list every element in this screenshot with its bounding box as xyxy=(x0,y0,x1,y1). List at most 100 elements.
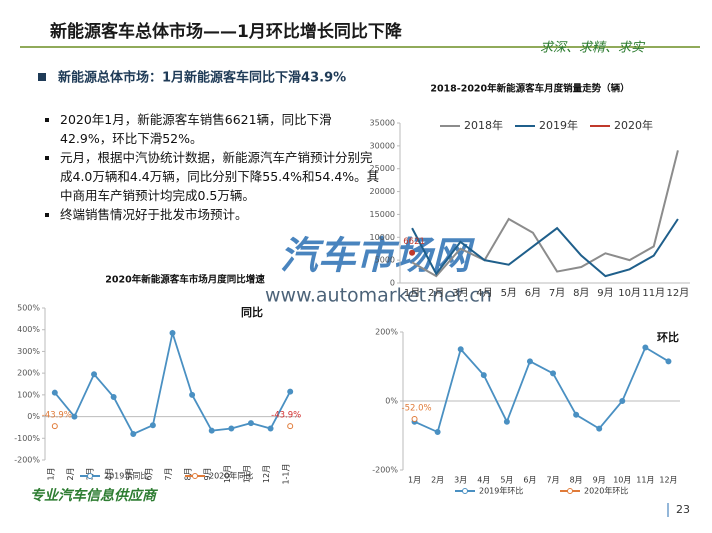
y-tick-label: 15000 xyxy=(370,210,395,219)
legend-marker xyxy=(192,473,198,479)
y-tick-label: -200% xyxy=(14,456,40,465)
value-label: -52.0% xyxy=(402,403,432,413)
series-line xyxy=(411,218,679,278)
y-tick-label: 200% xyxy=(17,369,40,378)
point xyxy=(51,389,58,396)
x-tick-label: 2月 xyxy=(66,467,75,480)
heading: 新能源总体市场：1月新能源客车同比下滑43.9% xyxy=(58,70,346,86)
value-label: -43.9% xyxy=(271,411,301,421)
point xyxy=(71,413,78,420)
x-tick-label: 11月 xyxy=(642,287,665,299)
legend-label: 2020年同比 xyxy=(209,471,253,481)
legend-marker xyxy=(87,473,93,479)
point xyxy=(208,427,215,434)
x-tick-label: 3月 xyxy=(454,476,467,485)
y-tick-label: 300% xyxy=(17,347,40,356)
bullet: 终端销售情况好于批发市场预计。 xyxy=(60,205,380,224)
x-tick-label: 10月 xyxy=(223,465,232,483)
chart-title: 2018-2020年新能源客车月度销量走势（辆） xyxy=(430,83,629,95)
series-line xyxy=(54,329,291,436)
x-tick-label: 2月 xyxy=(431,476,444,485)
x-tick-label: 2月 xyxy=(428,287,444,299)
x-tick-label: 7月 xyxy=(546,476,559,485)
point xyxy=(247,420,254,427)
value-label: -43.9% xyxy=(42,411,72,421)
x-tick-label: 10月 xyxy=(613,476,631,485)
point xyxy=(550,370,557,377)
y-tick-label: 35000 xyxy=(370,119,395,128)
series-line xyxy=(411,150,679,278)
y-tick-label: 0 xyxy=(390,279,395,288)
x-tick-label: 1月 xyxy=(404,287,420,299)
x-tick-label: 4月 xyxy=(477,476,490,485)
legend-label: 2019年环比 xyxy=(479,486,523,496)
legend-marker xyxy=(567,488,573,494)
x-tick-label: 12月 xyxy=(667,287,690,299)
y-tick-label: 0% xyxy=(27,412,40,421)
heading-bullet xyxy=(38,73,46,81)
x-tick-label: 12月 xyxy=(262,465,271,483)
x-tick-label: 8月 xyxy=(570,476,583,485)
point xyxy=(287,388,294,395)
y-tick-label: 400% xyxy=(17,325,40,334)
x-tick-label: 11月 xyxy=(242,465,251,483)
y-tick-label: 20000 xyxy=(370,187,395,196)
bullets: 2020年1月，新能源客车销售6621辆，同比下滑42.9%，环比下滑52%。元… xyxy=(42,110,380,224)
point xyxy=(573,411,580,418)
x-tick-label: 9月 xyxy=(203,467,212,480)
legend-label: 2020年环比 xyxy=(584,486,628,496)
chart-subtitle: 同比 xyxy=(241,305,263,319)
point xyxy=(287,423,294,430)
x-tick-label: 9月 xyxy=(593,476,606,485)
y-tick-label: 30000 xyxy=(370,141,395,150)
point xyxy=(110,394,117,401)
x-tick-label: 10月 xyxy=(618,287,641,299)
y-tick-label: 500% xyxy=(17,304,40,313)
point xyxy=(51,423,58,430)
x-tick-label: 5月 xyxy=(500,476,513,485)
page-number: 23 xyxy=(676,503,690,516)
point xyxy=(130,430,137,437)
point xyxy=(434,429,441,436)
y-tick-label: 200% xyxy=(375,328,398,337)
point xyxy=(526,358,533,365)
point xyxy=(596,425,603,432)
y-tick-label: 5000 xyxy=(375,256,395,265)
point xyxy=(503,418,510,425)
point xyxy=(642,344,649,351)
point xyxy=(189,391,196,398)
x-tick-label: 4月 xyxy=(105,467,114,480)
bullet: 元月，根据中汽协统计数据，新能源汽车产销预计分别完成4.0万辆和4.4万辆，同比… xyxy=(60,148,380,205)
legend-label: 2018年 xyxy=(464,118,503,132)
x-tick-label: 3月 xyxy=(452,287,468,299)
value-label: 6621 xyxy=(403,237,425,247)
x-tick-label: 9月 xyxy=(597,287,613,299)
motto: 求深、求精、求实 xyxy=(540,40,646,56)
x-tick-label: 5月 xyxy=(501,287,517,299)
bullet: 2020年1月，新能源客车销售6621辆，同比下滑42.9%，环比下滑52%。 xyxy=(60,110,380,148)
legend-label: 2019年 xyxy=(539,118,578,132)
y-tick-label: -100% xyxy=(14,434,40,443)
y-tick-label: -200% xyxy=(372,466,398,475)
x-tick-label: 1月 xyxy=(46,467,55,480)
slide-title: 新能源客车总体市场——1月环比增长同比下降 xyxy=(50,21,403,42)
x-tick-label: 6月 xyxy=(523,476,536,485)
x-tick-label: 6月 xyxy=(525,287,541,299)
point xyxy=(169,329,176,336)
x-tick-label: 1月 xyxy=(408,476,421,485)
point xyxy=(149,422,156,429)
y-tick-label: 10000 xyxy=(370,233,395,242)
chart-title: 2020年新能源客车市场月度同比增速 xyxy=(105,274,265,286)
point xyxy=(457,346,464,353)
legend-marker xyxy=(462,488,468,494)
x-tick-label: 12月 xyxy=(659,476,677,485)
point xyxy=(228,425,235,432)
x-tick-label: 8月 xyxy=(573,287,589,299)
legend-label: 2019年同比 xyxy=(104,471,148,481)
x-tick-label: 4月 xyxy=(476,287,492,299)
x-tick-label: 6月 xyxy=(144,467,153,480)
point xyxy=(409,249,416,256)
point xyxy=(411,415,418,422)
